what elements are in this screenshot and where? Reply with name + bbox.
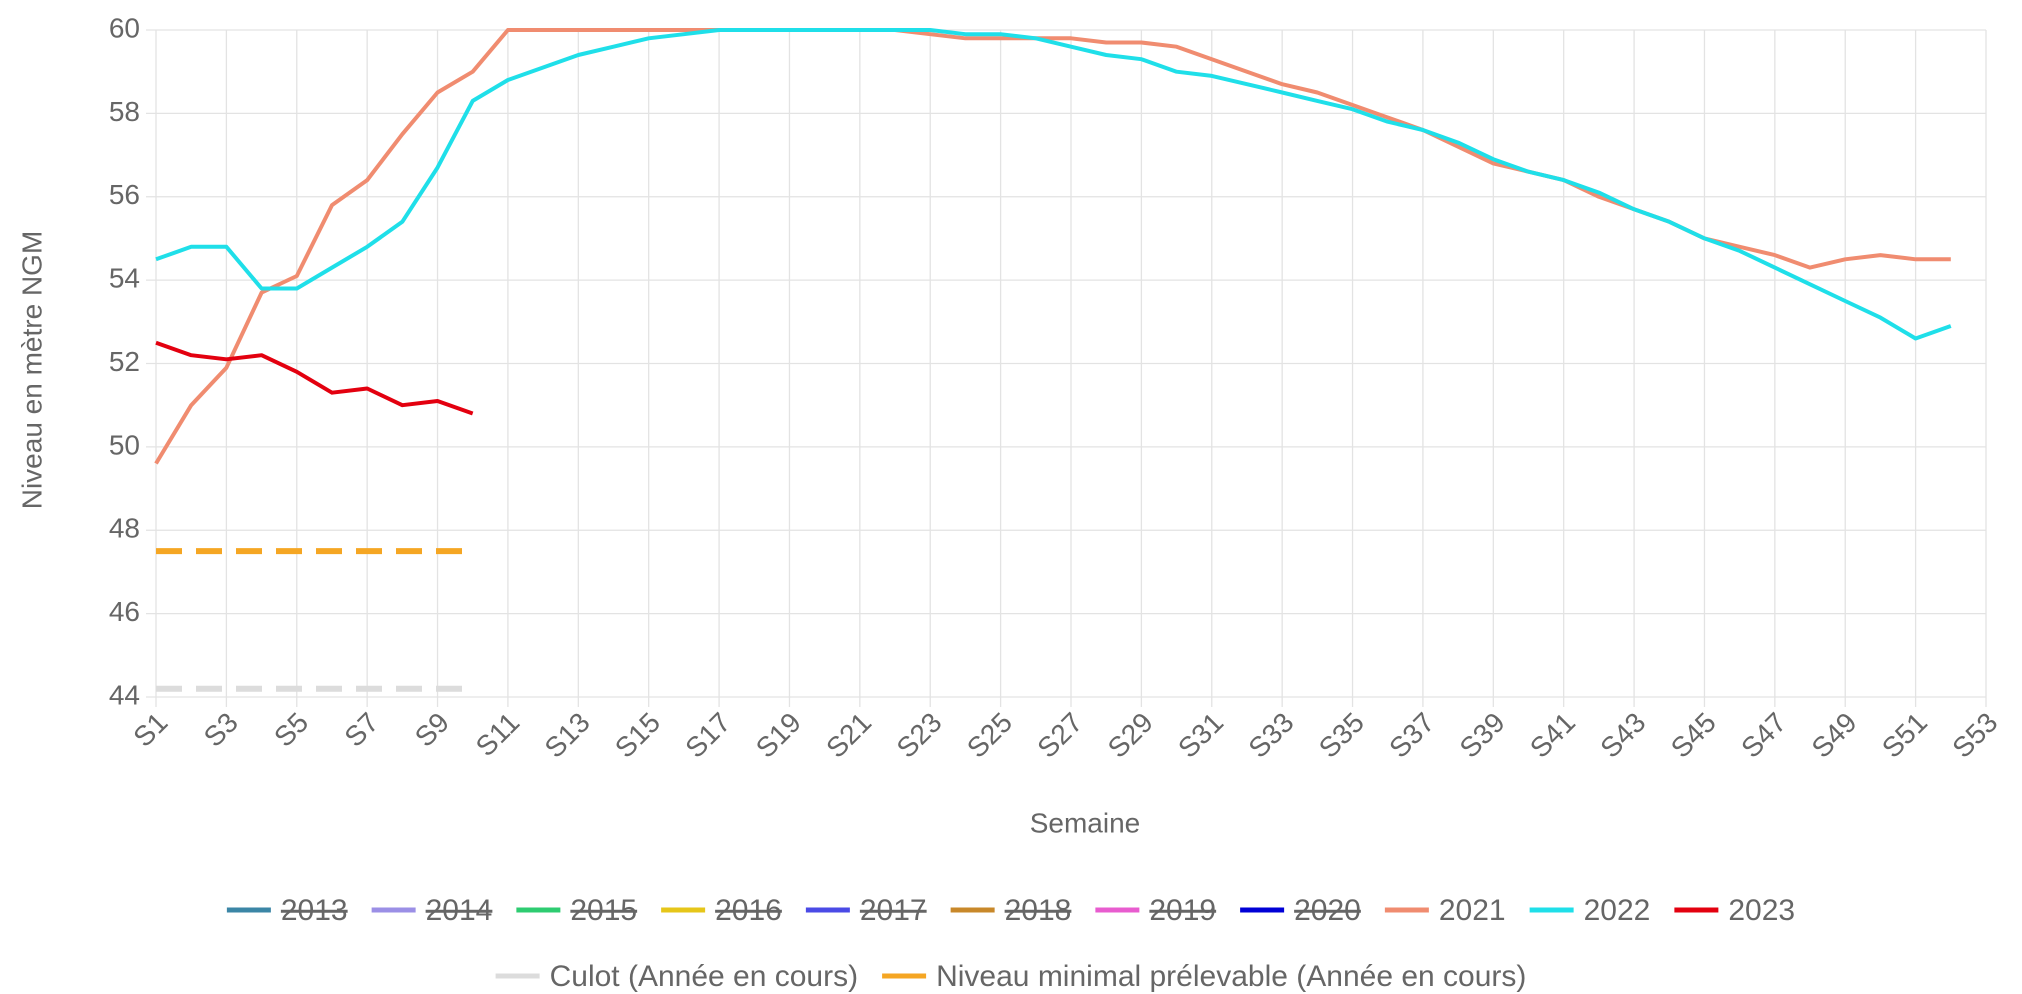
legend-label: 2018 <box>1005 894 1072 927</box>
legend-label: 2023 <box>1728 894 1795 927</box>
x-tick-label: S39 <box>1454 707 1511 764</box>
legend-label: 2020 <box>1294 894 1361 927</box>
x-tick-label: S15 <box>609 707 666 764</box>
legend-label: 2021 <box>1439 894 1506 927</box>
x-tick-label: S37 <box>1383 707 1440 764</box>
y-tick-label: 60 <box>109 12 140 43</box>
x-axis-title: Semaine <box>1030 807 1141 838</box>
y-tick-label: 58 <box>109 96 140 127</box>
legend-label: 2016 <box>715 894 782 927</box>
legend-item[interactable]: Niveau minimal prélevable (Année en cour… <box>882 960 1526 993</box>
legend-label: 2022 <box>1584 894 1651 927</box>
legend-item[interactable]: 2021 <box>1384 894 1506 927</box>
x-tick-label: S21 <box>820 707 877 764</box>
x-tick-label: S33 <box>1242 707 1299 764</box>
x-tick-label: S35 <box>1313 707 1370 764</box>
y-tick-label: 52 <box>109 346 140 377</box>
y-tick-label: 56 <box>109 179 140 210</box>
x-tick-label: S7 <box>338 707 384 753</box>
legend-label: Niveau minimal prélevable (Année en cour… <box>936 960 1526 993</box>
legend-label: 2013 <box>281 894 348 927</box>
y-tick-label: 50 <box>109 429 140 460</box>
legend-label: 2014 <box>426 894 493 927</box>
legend-item[interactable]: 2019 <box>1095 894 1216 927</box>
legend-item[interactable]: 2023 <box>1674 894 1795 927</box>
legend-item[interactable]: 2015 <box>516 894 637 927</box>
legend-item[interactable]: 2016 <box>661 894 782 927</box>
legend: 2013 2014 2015 2016 2017 2018 2019 2020 2021 2022… <box>226 894 1795 993</box>
x-tick-label: S13 <box>539 707 596 764</box>
y-tick-label: 44 <box>109 679 140 710</box>
y-tick-label: 46 <box>109 596 140 627</box>
x-tick-label: S27 <box>1031 707 1088 764</box>
x-tick-label: S25 <box>961 707 1018 764</box>
legend-label: 2019 <box>1149 894 1216 927</box>
y-axis-title: Niveau en mètre NGM <box>16 231 47 510</box>
legend-label: 2017 <box>860 894 927 927</box>
x-tick-label: S19 <box>750 707 807 764</box>
x-tick-label: S53 <box>1946 707 2003 764</box>
x-tick-label: S9 <box>409 707 455 753</box>
legend-item[interactable]: 2014 <box>371 894 493 927</box>
legend-item[interactable]: 2018 <box>950 894 1072 927</box>
x-tick-label: S23 <box>891 707 948 764</box>
x-tick-label: S43 <box>1594 707 1651 764</box>
legend-label: 2015 <box>570 894 637 927</box>
legend-label: Culot (Année en cours) <box>550 960 859 993</box>
x-tick-label: S17 <box>679 707 736 764</box>
x-tick-label: S45 <box>1665 707 1722 764</box>
x-tick-label: S5 <box>268 707 314 753</box>
x-tick-label: S41 <box>1524 707 1581 764</box>
legend-item[interactable]: 2020 <box>1240 894 1361 927</box>
legend-item[interactable]: 2013 <box>226 894 348 927</box>
x-tick-label: S3 <box>198 707 244 753</box>
x-tick-label: S1 <box>127 707 173 753</box>
series-line <box>154 28 1951 465</box>
legend-item[interactable]: Culot (Année en cours) <box>495 960 859 993</box>
x-tick-label: S47 <box>1735 707 1792 764</box>
legend-item[interactable]: 2022 <box>1529 894 1651 927</box>
series-line <box>155 28 1952 341</box>
x-tick-label: S51 <box>1876 707 1933 764</box>
y-tick-label: 54 <box>109 263 140 294</box>
x-tick-label: S11 <box>470 707 526 763</box>
x-tick-label: S31 <box>1172 707 1229 764</box>
y-tick-label: 48 <box>109 513 140 544</box>
series-line <box>155 340 474 416</box>
legend-item[interactable]: 2017 <box>805 894 927 927</box>
x-tick-label: S29 <box>1102 707 1159 764</box>
x-tick-label: S49 <box>1806 707 1863 764</box>
